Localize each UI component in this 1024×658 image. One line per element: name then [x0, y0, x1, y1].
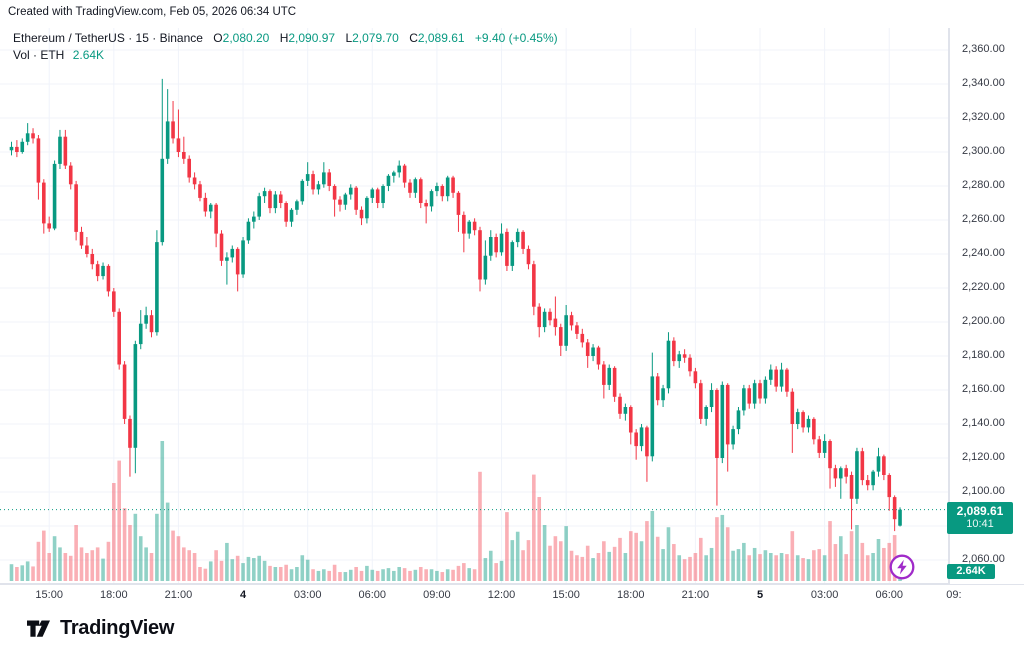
open-pair: O2,080.20 — [213, 31, 270, 45]
low-value: 2,079.70 — [352, 31, 399, 45]
time-tick-label: 03:00 — [810, 589, 839, 601]
price-tick-label: 2,320.00 — [962, 111, 1005, 123]
high-value: 2,090.97 — [288, 31, 336, 45]
time-tick-label: 5 — [756, 589, 764, 601]
price-tick-label: 2,360.00 — [962, 43, 1005, 55]
time-tick-label: 06:00 — [875, 589, 904, 601]
last-price-label: 2,089.61 10:41 — [947, 501, 1013, 534]
lightning-bolt-icon — [889, 554, 915, 580]
tradingview-logo[interactable]: TradingView — [26, 616, 174, 641]
time-tick-label: 18:00 — [100, 589, 128, 601]
time-tick-label: 15:00 — [552, 589, 580, 601]
time-tick-label: 4 — [239, 589, 247, 601]
price-tick-label: 2,180.00 — [962, 349, 1005, 361]
price-tick-label: 2,240.00 — [962, 247, 1005, 259]
change-value: +9.40 (+0.45%) — [474, 31, 558, 45]
price-tick-label: 2,140.00 — [962, 417, 1005, 429]
time-tick-label: 03:00 — [293, 589, 322, 601]
time-axis[interactable]: 15:00 18:00 21:00 4 03:00 06:00 09:00 12:00 15:0… — [0, 584, 1024, 607]
time-tick-label: 21:00 — [164, 589, 193, 601]
price-tick-label: 2,340.00 — [962, 77, 1005, 89]
separator-dot: · — [152, 31, 157, 45]
close-value: 2,089.61 — [417, 31, 465, 45]
time-tick-label: 21:00 — [681, 589, 710, 601]
volume-badge: 2.64K — [947, 564, 995, 579]
close-pair: C2,089.61 — [409, 31, 465, 45]
interval-value: 15 — [135, 31, 149, 45]
price-tick-label: 2,160.00 — [962, 383, 1005, 395]
last-price-value: 2,089.61 — [956, 503, 1004, 518]
price-tick-label: 2,280.00 — [962, 179, 1005, 191]
bar-countdown: 10:41 — [966, 517, 994, 530]
symbol-name: Ethereum / TetherUS — [13, 31, 125, 45]
time-tick-label: 15:00 — [35, 589, 63, 601]
time-tick-label: 09: — [946, 589, 962, 601]
price-tick-label: 2,200.00 — [962, 315, 1005, 327]
low-pair: L2,079.70 — [345, 31, 399, 45]
legend-volume-row: Vol · ETH 2.64K — [13, 48, 558, 63]
open-value: 2,080.20 — [222, 31, 270, 45]
chart-legend: Ethereum / TetherUS · 15 · Binance O2,08… — [13, 31, 558, 63]
price-tick-label: 2,300.00 — [962, 145, 1005, 157]
price-tick-label: 2,220.00 — [962, 281, 1005, 293]
attribution-text: Created with TradingView.com, Feb 05, 20… — [8, 6, 297, 18]
volume-label: Vol · ETH — [13, 48, 65, 62]
exchange-name: Binance — [159, 31, 203, 45]
time-tick-label: 09:00 — [423, 589, 451, 601]
price-tick-label: 2,120.00 — [962, 451, 1005, 463]
price-tick-label: 2,100.00 — [962, 485, 1005, 497]
time-tick-label: 18:00 — [617, 589, 645, 601]
price-tick-label: 2,060.00 — [962, 553, 1005, 565]
legend-symbol-row: Ethereum / TetherUS · 15 · Binance O2,08… — [13, 31, 558, 46]
high-pair: H2,090.97 — [279, 31, 336, 45]
chart-canvas[interactable] — [0, 0, 1024, 584]
price-axis[interactable]: 2,360.00 2,340.00 2,320.00 2,300.00 2,280.00… — [949, 28, 1024, 584]
tradingview-logo-text: TradingView — [60, 617, 175, 639]
volume-value: 2.64K — [72, 48, 105, 62]
tradingview-logo-icon — [27, 620, 50, 637]
time-tick-label: 06:00 — [358, 589, 387, 601]
time-tick-label: 12:00 — [487, 589, 516, 601]
separator-dot: · — [128, 31, 133, 45]
price-tick-label: 2,260.00 — [962, 213, 1005, 225]
